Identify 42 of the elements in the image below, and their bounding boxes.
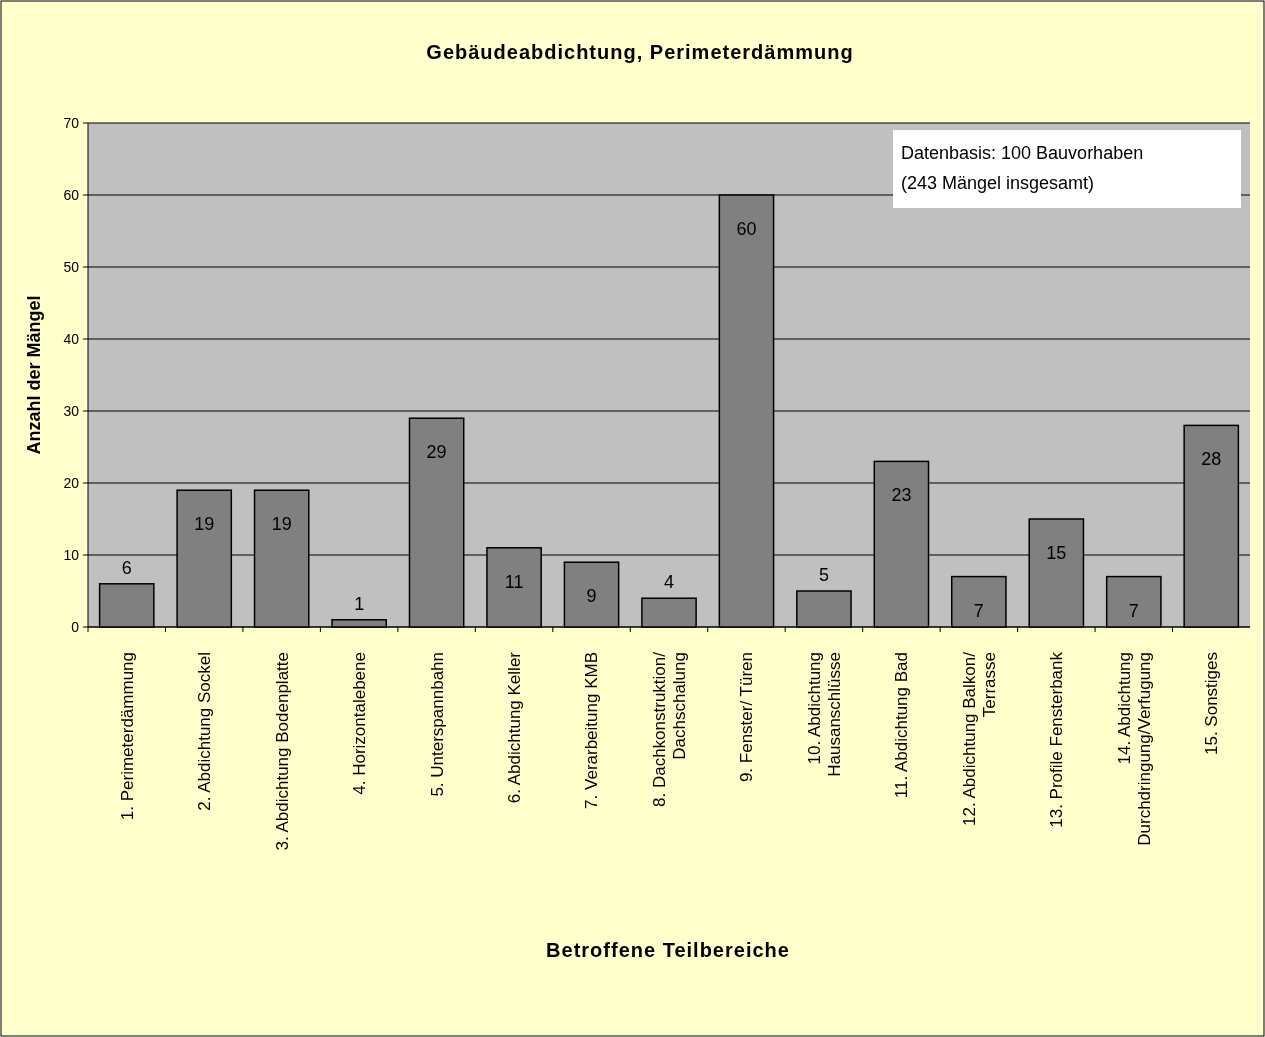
y-axis-title: Anzahl der Mängel [24, 295, 44, 455]
y-tick-label: 20 [63, 474, 80, 491]
y-tick-label: 40 [63, 330, 80, 347]
data-label: 6 [121, 557, 132, 578]
data-label: 60 [736, 219, 757, 239]
data-label: 5 [818, 565, 829, 585]
data-label: 19 [194, 514, 215, 535]
x-tick-label: 15. Sonstiges [1202, 652, 1222, 756]
y-tick-label: 50 [63, 258, 80, 275]
y-tick-label: 10 [63, 546, 80, 563]
x-tick-label: 5. Unterspannbahn [427, 652, 447, 797]
data-label: 11 [504, 571, 524, 592]
x-axis-title: Betroffene Teilbereiche [546, 939, 790, 961]
data-label: 23 [891, 485, 912, 506]
chart-title: Gebäudeabdichtung, Perimeterdämmung [426, 41, 854, 63]
data-label: 7 [1128, 600, 1139, 621]
x-tick-label: 12. Abdichtung Balkon/ Terrasse [959, 651, 999, 826]
data-label: 15 [1046, 543, 1067, 563]
x-tick-label: 2. Abdichtung Sockel [195, 652, 215, 811]
x-tick-label: 10. Abdichtung Hausanschlüsse [804, 652, 844, 777]
x-tick-label: 6. Abdichtung Keller [505, 651, 525, 804]
x-tick-label: 14. Abdichtung Durchdringung/Verfugung [1114, 652, 1154, 846]
y-tick-label: 60 [63, 186, 80, 203]
data-label: 4 [663, 572, 675, 593]
x-tick-label: 3. Abdichtung Bodenplatte [272, 652, 292, 851]
x-tick-label: 8. Dachkonstruktion/ Dachschalung [649, 651, 689, 807]
data-label: 19 [271, 514, 292, 535]
x-tick-label: 1. Perimeterdämmung [117, 652, 137, 821]
y-tick-label: 30 [63, 402, 80, 419]
data-label: 29 [426, 442, 447, 463]
y-tick-label: 0 [71, 618, 80, 635]
annotation: Datenbasis: 100 Bauvorhaben (243 Mängel insgesamt) [901, 143, 1144, 193]
y-tick-label: 70 [63, 114, 80, 131]
x-tick-label: 4. Horizontalebene [350, 652, 370, 795]
data-label: 28 [1201, 449, 1222, 470]
data-label: 1 [354, 593, 365, 614]
data-label: 9 [586, 586, 597, 607]
data-label: 7 [973, 600, 984, 621]
x-tick-label: 11. Abdichtung Bad [892, 652, 912, 799]
x-tick-label: 13. Profile Fensterbank [1047, 651, 1067, 828]
x-tick-label: 7. Verarbeitung KMB [582, 652, 602, 809]
x-tick-label: 9. Fenster/ Türen [737, 652, 757, 783]
